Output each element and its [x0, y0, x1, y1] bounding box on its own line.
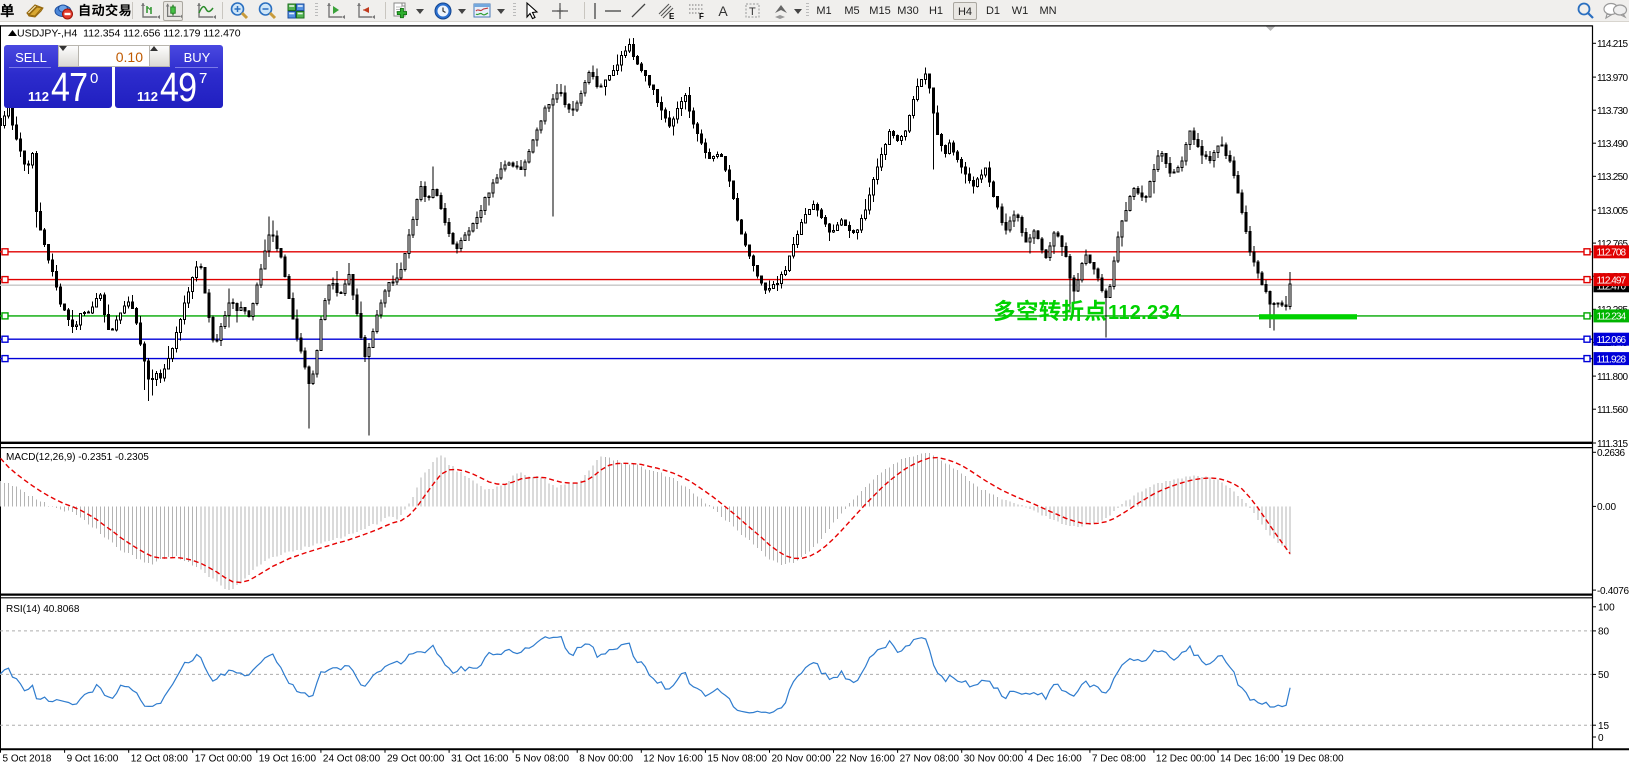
svg-text:20 Nov 00:00: 20 Nov 00:00	[772, 754, 832, 765]
svg-text:USDJPY-,H4 112.354 112.656 11: USDJPY-,H4 112.354 112.656 112.179 112.4…	[17, 28, 241, 40]
svg-text:5 Nov 08:00: 5 Nov 08:00	[515, 754, 569, 765]
svg-text:12 Nov 16:00: 12 Nov 16:00	[643, 754, 703, 765]
svg-text:0.00: 0.00	[1597, 502, 1616, 513]
svg-text:112.234: 112.234	[1108, 302, 1182, 324]
svg-text:12 Oct 08:00: 12 Oct 08:00	[131, 754, 189, 765]
svg-text:30 Nov 00:00: 30 Nov 00:00	[964, 754, 1024, 765]
svg-text:22 Nov 16:00: 22 Nov 16:00	[836, 754, 896, 765]
svg-text:-0.4076: -0.4076	[1597, 586, 1629, 597]
svg-text:114.215: 114.215	[1597, 39, 1628, 50]
svg-text:113.730: 113.730	[1597, 106, 1628, 117]
svg-text:9 Oct 16:00: 9 Oct 16:00	[67, 754, 119, 765]
svg-text:111.800: 111.800	[1597, 372, 1628, 383]
svg-text:F: F	[699, 12, 704, 21]
svg-text:7 Dec 08:00: 7 Dec 08:00	[1092, 754, 1146, 765]
svg-text:12 Dec 00:00: 12 Dec 00:00	[1156, 754, 1216, 765]
svg-text:113.005: 113.005	[1597, 206, 1628, 217]
svg-text:8 Nov 00:00: 8 Nov 00:00	[579, 754, 633, 765]
svg-text:111.315: 111.315	[1597, 439, 1628, 450]
svg-text:31 Oct 16:00: 31 Oct 16:00	[451, 754, 509, 765]
svg-text:19 Dec 08:00: 19 Dec 08:00	[1284, 754, 1344, 765]
svg-text:E: E	[669, 12, 675, 21]
svg-text:19 Oct 16:00: 19 Oct 16:00	[259, 754, 317, 765]
svg-text:112.765: 112.765	[1597, 239, 1628, 250]
svg-text:15: 15	[1598, 721, 1610, 732]
svg-text:17 Oct 00:00: 17 Oct 00:00	[195, 754, 253, 765]
svg-text:14 Dec 16:00: 14 Dec 16:00	[1220, 754, 1280, 765]
svg-text:111.560: 111.560	[1597, 405, 1628, 416]
svg-text:113.970: 113.970	[1597, 73, 1628, 84]
svg-text:15 Nov 08:00: 15 Nov 08:00	[707, 754, 767, 765]
svg-text:112.234: 112.234	[1597, 312, 1627, 323]
svg-text:5 Oct 2018: 5 Oct 2018	[3, 754, 52, 765]
svg-text:27 Nov 08:00: 27 Nov 08:00	[900, 754, 960, 765]
svg-text:0: 0	[1598, 733, 1604, 744]
svg-text:0.2636: 0.2636	[1597, 448, 1625, 459]
svg-text:24 Oct 08:00: 24 Oct 08:00	[323, 754, 381, 765]
svg-text:113.490: 113.490	[1597, 139, 1628, 150]
svg-text:112.066: 112.066	[1597, 335, 1627, 346]
svg-text:113.250: 113.250	[1597, 172, 1628, 183]
svg-text:80: 80	[1598, 627, 1610, 638]
svg-text:29 Oct 00:00: 29 Oct 00:00	[387, 754, 445, 765]
svg-text:4 Dec 16:00: 4 Dec 16:00	[1028, 754, 1082, 765]
svg-text:112.470: 112.470	[1597, 282, 1627, 293]
svg-text:112.497: 112.497	[1597, 275, 1627, 286]
svg-text:RSI(14) 40.8068: RSI(14) 40.8068	[6, 604, 80, 615]
svg-text:50: 50	[1598, 670, 1610, 681]
svg-text:T: T	[749, 6, 756, 18]
svg-text:MACD(12,26,9) -0.2351 -0.2305: MACD(12,26,9) -0.2351 -0.2305	[6, 452, 149, 463]
svg-text:112.708: 112.708	[1597, 248, 1627, 259]
svg-text:100: 100	[1598, 603, 1615, 614]
svg-text:111.928: 111.928	[1597, 354, 1627, 365]
